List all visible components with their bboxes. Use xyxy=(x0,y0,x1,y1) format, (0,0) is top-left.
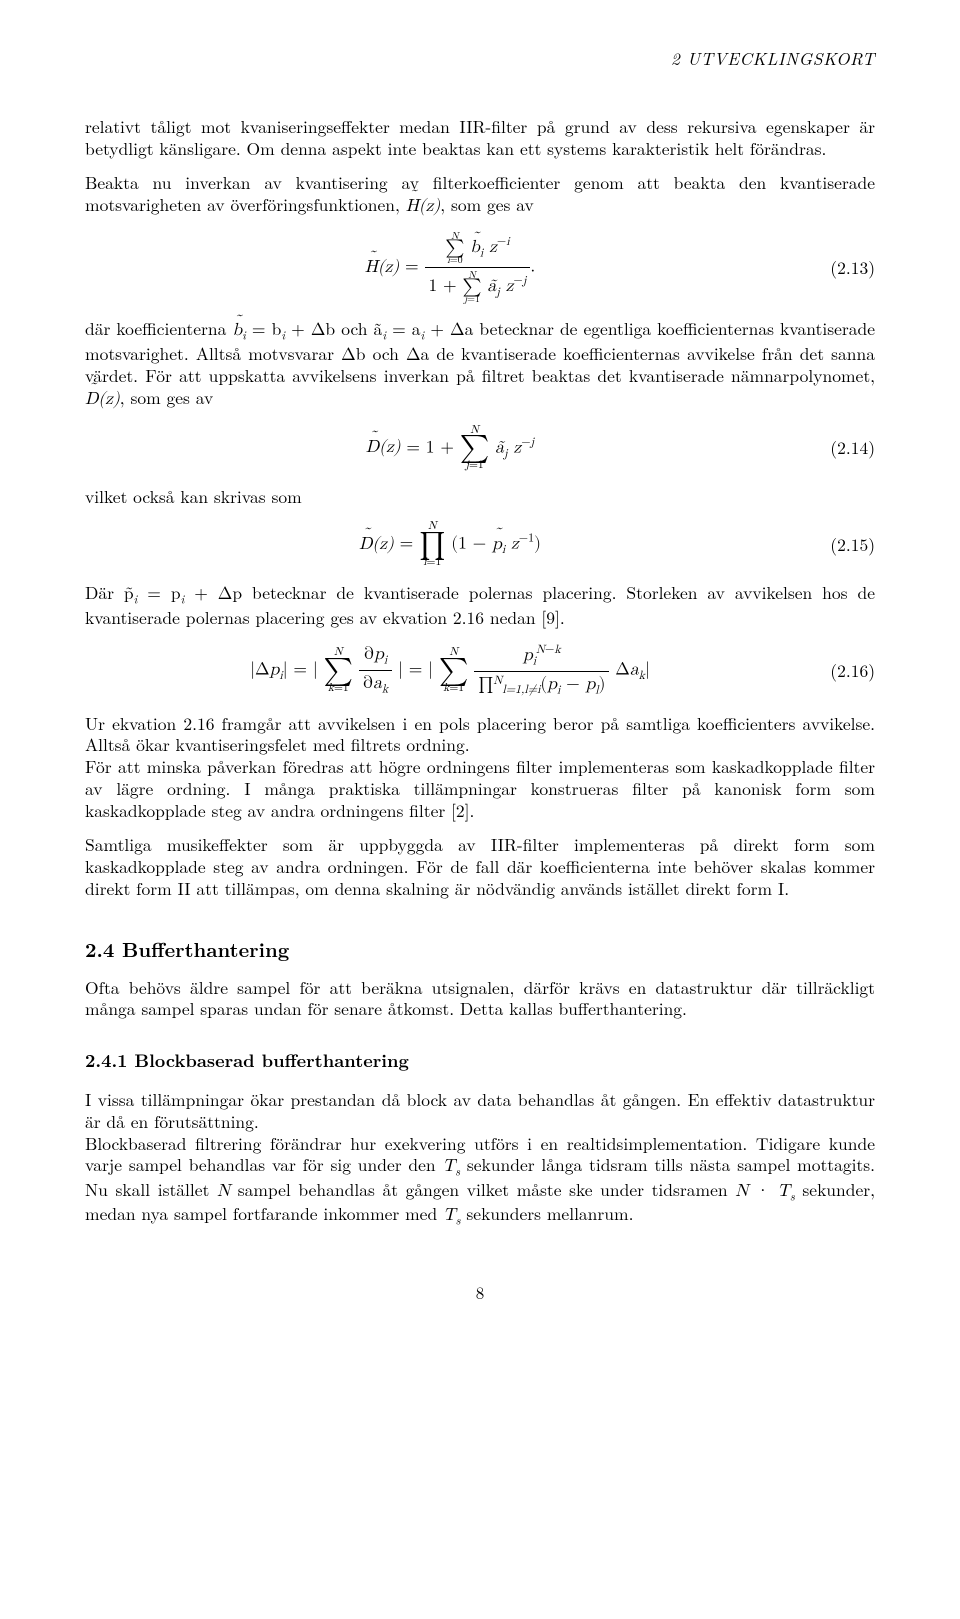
text: + Δp betecknar de kvantiserade polernas … xyxy=(85,580,875,630)
text: = p xyxy=(137,580,180,605)
equation-number: (2.14) xyxy=(815,437,875,459)
text: = a xyxy=(386,316,421,341)
equation-2-16: |Δpi| = | N∑k=1 ∂pi∂ak | = | N∑k=1 piN−k… xyxy=(85,643,875,699)
section-2-4-heading: 2.4 Bufferthantering xyxy=(85,936,875,961)
paragraph-11: Blockbaserad filtrering förändrar hur ex… xyxy=(85,1133,875,1228)
paragraph-1: relativt tåligt mot kvaniseringseffekter… xyxy=(85,116,875,160)
text: sampel behandlas åt gången vilket måste … xyxy=(230,1177,735,1202)
equation-2-15: D(z) = N∏i=1 (1 − pi z−1) (2.15) xyxy=(85,521,875,568)
equation-number: (2.13) xyxy=(815,257,875,279)
paragraph-8: Samtliga musikeffekter som är uppbyggda … xyxy=(85,834,875,900)
text: = b xyxy=(246,316,282,341)
section-2-4-1-heading: 2.4.1 Blockbaserad bufferthantering xyxy=(85,1050,875,1073)
equation-number: (2.16) xyxy=(815,660,875,682)
paragraph-3: där koefficienterna bi = bi + Δb och ãi … xyxy=(85,318,875,410)
text: , som ges av xyxy=(120,385,214,410)
paragraph-6: Ur ekvation 2.16 framgår att avvikelsen … xyxy=(85,713,875,757)
text: + Δb och ã xyxy=(285,316,382,341)
paragraph-4: vilket också kan skrivas som xyxy=(85,486,875,508)
equation-2-13: H(z) = N∑i=0 bi z−i 1 + N∑j=1 ãj z−j . (… xyxy=(85,231,875,304)
paragraph-5: Där p̃i = pi + Δp betecknar de kvantiser… xyxy=(85,582,875,628)
paragraph-9: Ofta behövs äldre sampel för att beräkna… xyxy=(85,977,875,1021)
running-header: 2 UTVECKLINGSKORT xyxy=(85,48,875,70)
paragraph-2: Beakta nu inverkan av kvantisering av fi… xyxy=(85,172,875,218)
paragraph-10: I vissa tillämpningar ökar prestandan då… xyxy=(85,1089,875,1133)
text: sekunders mellanrum. xyxy=(461,1201,634,1226)
equation-2-14: D(z) = 1 + N∑j=1 ãj z−j (2.14) xyxy=(85,425,875,472)
paragraph-7: För att minska påverkan föredras att hög… xyxy=(85,756,875,822)
text: , som ges av xyxy=(440,192,534,217)
text: där koefficienterna xyxy=(85,316,232,341)
text: Där p̃ xyxy=(85,580,134,605)
page-number: 8 xyxy=(85,1282,875,1303)
equation-number: (2.15) xyxy=(815,534,875,556)
